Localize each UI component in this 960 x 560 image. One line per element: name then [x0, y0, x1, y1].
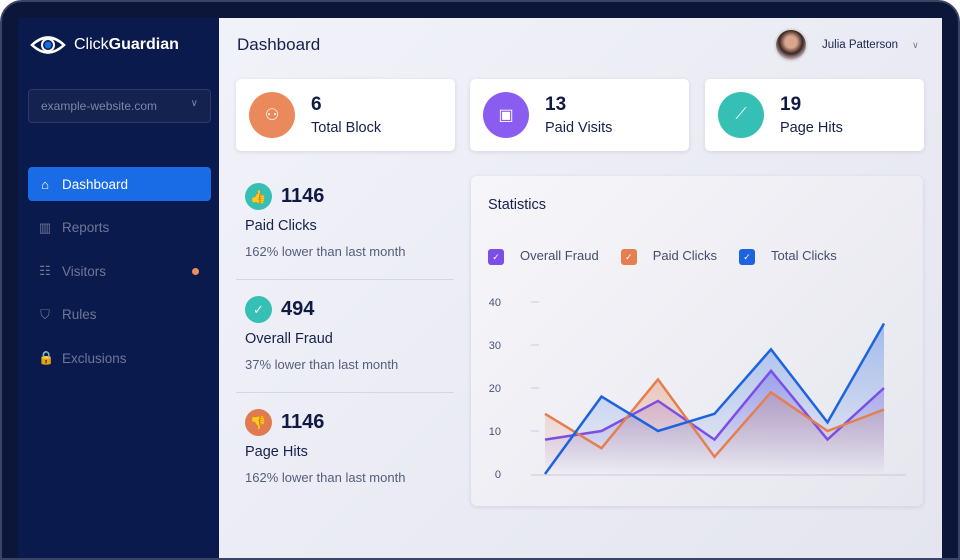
- thumbs-down-icon: 👎: [245, 409, 272, 436]
- stat-comparison: 162% lower than last month: [245, 244, 406, 259]
- stat-value: 1146: [281, 411, 325, 433]
- y-tick-label: 40: [489, 297, 501, 309]
- series-area-total-clicks: [545, 323, 884, 474]
- series-line-overall-fraud: [544, 368, 885, 442]
- checkbox-icon: ✓: [620, 248, 637, 265]
- stat-overall-fraud: ✓ 494 Overall Fraud 37% lower than last mon…: [245, 296, 445, 372]
- legend-label: Total Clicks: [771, 248, 837, 263]
- divider: [236, 279, 454, 280]
- bar-chart-icon: ▥: [38, 219, 52, 235]
- statistics-card: Statistics ✓ Overall Fraud ✓ Paid Clicks ✓ To…: [471, 176, 923, 506]
- sidebar-item-label: Exclusions: [62, 350, 127, 366]
- website-select-value: example-website.com: [41, 99, 158, 113]
- y-tick-label: 10: [489, 426, 501, 438]
- sidebar-item-label: Dashboard: [62, 176, 129, 192]
- sidebar-item-label: Rules: [62, 307, 97, 322]
- sidebar-item-dashboard[interactable]: ⌂ Dashboard: [28, 167, 211, 201]
- chart-title: Statistics: [488, 197, 547, 213]
- sidebar-item-rules[interactable]: ⛉ Rules: [28, 298, 211, 332]
- sidebar: ClickGuardian example-website.com ∨ ⌂ Dash…: [18, 18, 219, 558]
- visitor-list-icon: ☷: [39, 263, 51, 278]
- stat-comparison: 162% lower than last month: [245, 470, 406, 485]
- series-line-paid-clicks: [544, 377, 885, 459]
- notification-dot: [192, 268, 199, 275]
- sidebar-item-visitors[interactable]: ☷ Visitors: [28, 254, 211, 288]
- chevron-down-icon: ∨: [190, 98, 198, 109]
- summary-card-page-hits[interactable]: ⟋ 19 Page Hits: [705, 79, 924, 151]
- card-value: 6: [311, 94, 322, 115]
- stat-comparison: 37% lower than last month: [245, 357, 399, 372]
- series-line-total-clicks: [543, 322, 886, 475]
- y-tick-label: 0: [495, 469, 501, 481]
- lock-icon: 🔒: [38, 350, 55, 365]
- app-screen: ClickGuardian example-website.com ∨ ⌂ Dash…: [18, 18, 942, 558]
- brand-name-bold: Guardian: [108, 36, 179, 53]
- summary-card-paid-visits[interactable]: ▣ 13 Paid Visits: [470, 79, 689, 151]
- thumbs-up-icon: 👍: [245, 183, 272, 210]
- shield-check-icon: ⛉: [40, 306, 50, 322]
- home-icon: ⌂: [41, 176, 49, 192]
- line-chart-icon: ⟋: [718, 92, 764, 138]
- sidebar-item-exclusions[interactable]: 🔒 Exclusions: [28, 341, 211, 375]
- y-tick-label: 30: [489, 340, 501, 352]
- legend-item[interactable]: ✓ Total Clicks: [739, 248, 837, 265]
- website-select[interactable]: example-website.com ∨: [28, 89, 211, 123]
- sidebar-item-reports[interactable]: ▥ Reports: [28, 211, 211, 245]
- sidebar-item-label: Visitors: [62, 263, 107, 279]
- card-value: 13: [545, 94, 567, 115]
- divider: [236, 392, 454, 393]
- sidebar-item-label: Reports: [62, 220, 110, 235]
- stat-page-hits: 👎 1146 Page Hits 162% lower than last month: [245, 409, 445, 485]
- stat-label: Overall Fraud: [245, 331, 333, 347]
- legend-label: Paid Clicks: [652, 248, 718, 263]
- stat-label: Paid Clicks: [245, 218, 317, 234]
- checkbox-icon: ✓: [488, 248, 504, 265]
- stat-label: Page Hits: [245, 444, 308, 460]
- logo: ClickGuardian: [30, 34, 179, 56]
- legend-label: Overall Fraud: [520, 248, 599, 263]
- chart-legend: ✓ Overall Fraud ✓ Paid Clicks ✓ Total Clicks: [488, 248, 837, 265]
- stat-value: 1146: [281, 185, 325, 207]
- legend-item[interactable]: ✓ Overall Fraud: [488, 248, 599, 265]
- chevron-down-icon: ∨: [912, 39, 919, 50]
- brand-name-light: Click: [74, 36, 109, 53]
- summary-card-total-block[interactable]: ⚇ 6 Total Block: [236, 79, 455, 151]
- check-circle-icon: ✓: [245, 296, 272, 323]
- page-title: Dashboard: [237, 35, 321, 54]
- wallet-icon: ▣: [483, 92, 529, 138]
- card-label: Paid Visits: [545, 120, 613, 136]
- legend-item[interactable]: ✓ Paid Clicks: [620, 248, 718, 265]
- card-label: Page Hits: [780, 120, 843, 136]
- user-menu[interactable]: Julia Patterson ∨: [774, 28, 919, 62]
- y-tick-label: 20: [489, 383, 501, 395]
- checkbox-icon: ✓: [739, 248, 756, 265]
- card-label: Total Block: [311, 120, 382, 136]
- stat-value: 494: [281, 298, 315, 320]
- stat-paid-clicks: 👍 1146 Paid Clicks 162% lower than last mon…: [245, 183, 445, 259]
- line-chart: 0 10 20 30 40: [489, 297, 906, 481]
- card-value: 19: [780, 94, 802, 115]
- user-name: Julia Patterson: [822, 39, 899, 51]
- blocked-user-icon: ⚇: [249, 92, 295, 138]
- sidebar-nav: ⌂ Dashboard ▥ Reports ☷ Visitors ⛉ Rules 🔒 Exclus…: [28, 167, 211, 385]
- avatar: [774, 28, 808, 62]
- eye-logo-icon: [30, 36, 66, 54]
